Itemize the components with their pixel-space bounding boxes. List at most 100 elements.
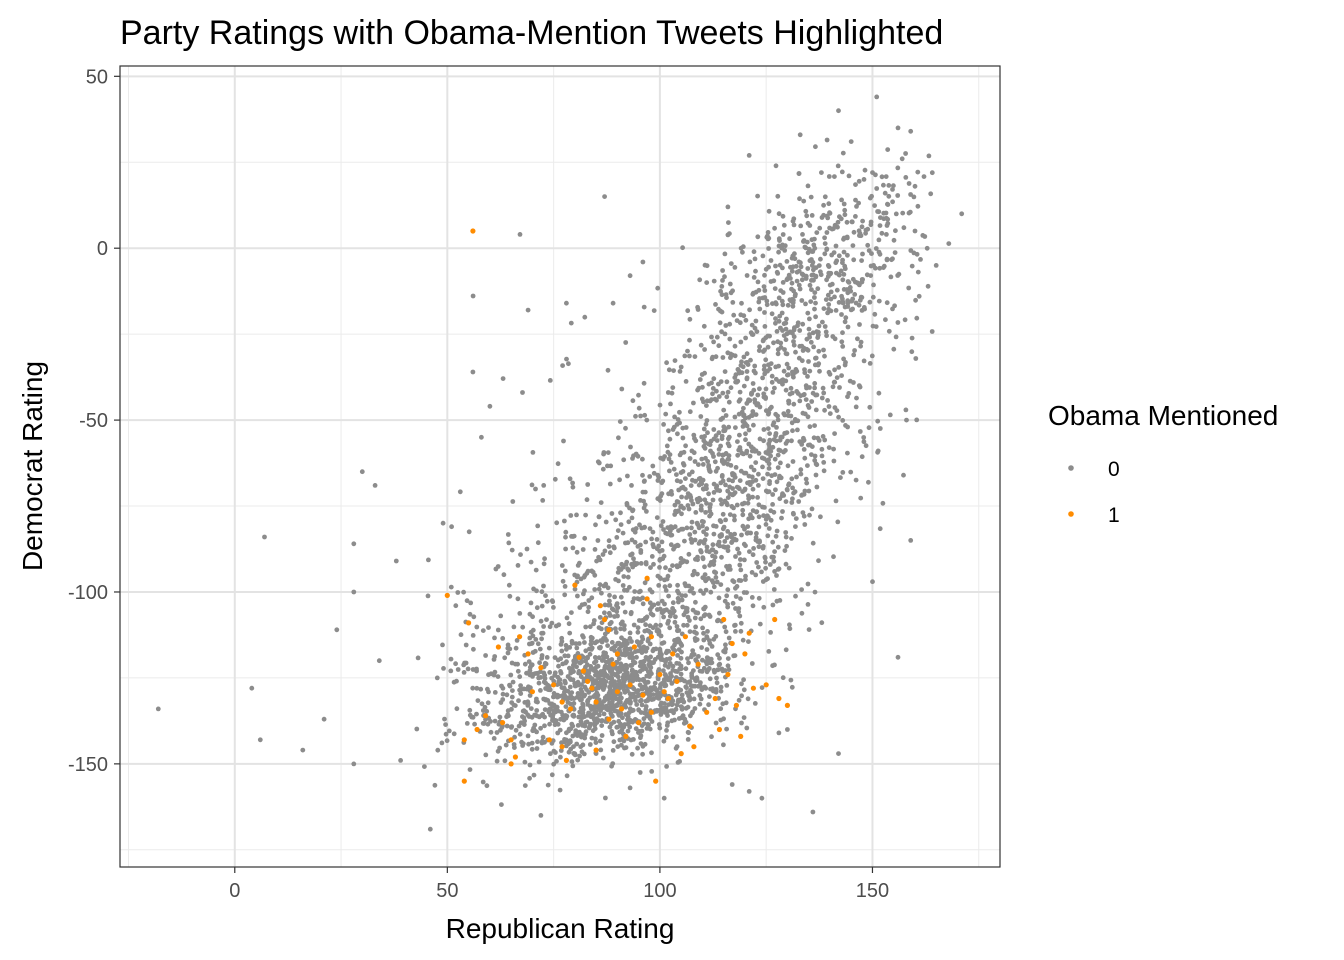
- point-gray: [887, 412, 893, 418]
- point-gray: [650, 463, 656, 469]
- point-gray: [699, 456, 705, 462]
- point-gray: [534, 746, 540, 751]
- point-gray: [651, 470, 657, 476]
- point-gray: [539, 740, 545, 746]
- point-gray: [588, 721, 593, 727]
- point-gray: [853, 182, 858, 188]
- point-gray: [535, 739, 540, 745]
- point-gray: [718, 688, 724, 694]
- point-gray: [474, 685, 480, 691]
- point-gray: [767, 431, 772, 436]
- point-gray-outlier: [853, 197, 858, 203]
- point-gray: [787, 391, 793, 397]
- point-gray: [671, 608, 677, 614]
- point-gray: [627, 701, 633, 706]
- point-gray: [788, 298, 794, 304]
- point-gray: [877, 426, 883, 431]
- point-gray: [658, 657, 664, 662]
- point-gray: [700, 625, 705, 631]
- point-gray: [486, 625, 491, 630]
- point-gray: [629, 639, 634, 644]
- point-gray-outlier: [479, 434, 484, 440]
- point-gray: [851, 352, 857, 358]
- point-gray: [602, 679, 607, 685]
- point-gray: [651, 660, 656, 665]
- point-gray: [788, 264, 793, 270]
- point-gray: [551, 748, 557, 754]
- point-gray: [455, 667, 461, 672]
- point-gray: [478, 686, 484, 692]
- point-gray: [801, 437, 807, 443]
- point-gray: [614, 535, 620, 540]
- point-gray: [681, 622, 686, 628]
- point-gray-outlier: [453, 603, 459, 609]
- point-gray: [698, 342, 704, 348]
- point-gray: [520, 624, 526, 630]
- point-gray: [675, 499, 681, 505]
- point-gray: [586, 598, 592, 603]
- point-gray: [812, 453, 818, 459]
- point-gray-outlier: [525, 307, 531, 313]
- point-gray: [679, 597, 685, 603]
- point-gray: [542, 723, 547, 729]
- point-gray: [663, 588, 669, 593]
- point-gray: [765, 368, 770, 374]
- point-gray: [707, 468, 712, 474]
- point-gray-outlier: [398, 758, 403, 763]
- point-gray: [784, 487, 790, 493]
- point-gray-outlier: [933, 263, 939, 268]
- point-gray: [598, 679, 604, 685]
- point-gray: [839, 339, 845, 345]
- point-gray: [619, 742, 624, 748]
- point-gray: [707, 513, 712, 519]
- point-gray: [813, 273, 819, 279]
- point-gray: [710, 386, 716, 391]
- point-gray: [564, 646, 569, 652]
- point-gray: [861, 439, 867, 445]
- point-gray: [702, 572, 708, 577]
- point-gray: [657, 498, 663, 503]
- point-gray: [713, 687, 719, 692]
- point-gray: [698, 680, 703, 685]
- point-gray: [529, 740, 535, 746]
- point-gray: [691, 400, 696, 406]
- point-gray: [641, 716, 647, 722]
- point-gray: [738, 567, 744, 573]
- point-gray: [765, 344, 771, 350]
- point-gray: [575, 757, 581, 763]
- point-gray: [605, 696, 611, 702]
- point-gray-outlier: [704, 280, 710, 285]
- point-gray: [656, 696, 662, 701]
- point-gray: [819, 395, 825, 401]
- point-gray: [809, 272, 815, 278]
- point-gray: [783, 326, 789, 332]
- point-gray: [811, 267, 816, 273]
- point-gray: [618, 626, 623, 632]
- point-gray: [722, 668, 728, 673]
- point-gray: [885, 147, 891, 153]
- point-gray: [833, 498, 839, 504]
- point-gray: [538, 725, 543, 731]
- point-gray: [632, 529, 638, 535]
- point-gray: [597, 712, 602, 718]
- point-gray: [700, 462, 706, 467]
- point-gray: [788, 385, 794, 391]
- point-gray: [629, 515, 635, 521]
- point-gray: [730, 471, 736, 477]
- point-gray: [885, 221, 891, 226]
- point-gray: [759, 685, 765, 690]
- point-gray: [551, 761, 557, 767]
- point-gray: [746, 516, 752, 522]
- point-gray: [811, 344, 816, 350]
- point-gray: [768, 279, 774, 284]
- point-gray: [766, 649, 772, 654]
- point-gray: [666, 491, 671, 497]
- point-gray-outlier: [810, 809, 816, 815]
- point-gray: [812, 306, 817, 312]
- point-gray: [781, 333, 787, 338]
- point-gray: [617, 419, 623, 424]
- point-gray: [694, 637, 700, 642]
- point-orange: [653, 778, 659, 784]
- point-gray: [748, 357, 753, 363]
- point-gray: [731, 505, 736, 511]
